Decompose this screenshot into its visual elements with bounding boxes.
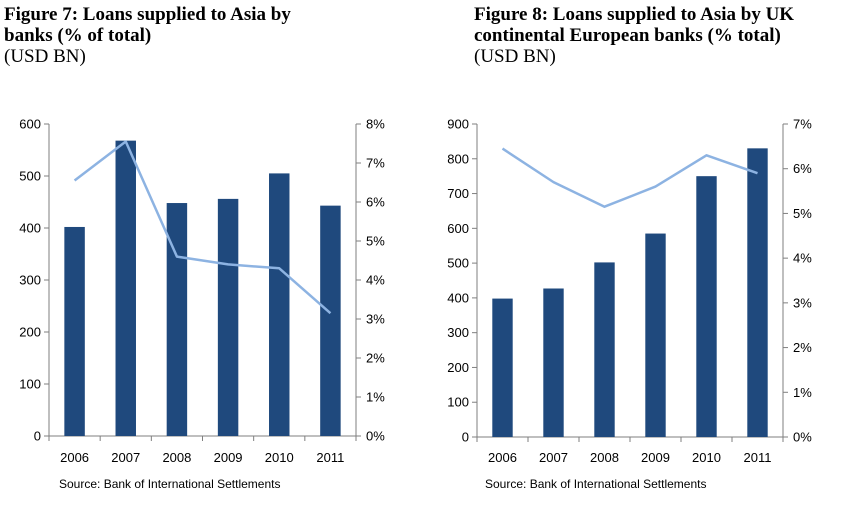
fig8-bar-2008: [594, 262, 615, 437]
fig7-left-tick-label: 0: [34, 429, 41, 444]
figure-7-chart: Source: Bank of International Settlement…: [19, 117, 385, 492]
fig8-left-tick-label: 300: [447, 325, 469, 340]
fig7-right-tick-label: 7%: [366, 156, 385, 171]
figure-8-title-line2: continental European banks (% total): [474, 25, 781, 46]
fig7-bar-2006: [64, 226, 85, 436]
fig7-x-label-2009: 2009: [214, 450, 243, 465]
fig8-right-tick-label: 1%: [793, 385, 812, 400]
fig8-x-label-2006: 2006: [488, 450, 517, 465]
fig7-right-tick-label: 8%: [366, 117, 385, 132]
figure-8-unit: (USD BN): [474, 46, 556, 67]
figure-8-title-line1: Figure 8: Loans supplied to Asia by UK: [474, 4, 795, 25]
fig8-bar-2007: [543, 288, 564, 437]
fig7-bar-2010: [269, 173, 290, 436]
fig7-right-tick-label: 6%: [366, 195, 385, 210]
fig8-bar-2010: [696, 176, 717, 437]
fig8-x-label-2011: 2011: [744, 450, 772, 465]
fig7-x-label-2008: 2008: [162, 450, 191, 465]
fig7-right-tick-label: 5%: [366, 234, 385, 249]
fig8-right-tick-label: 4%: [793, 251, 812, 266]
figure-8-chart: Source: Bank of International Settlement…: [447, 117, 812, 492]
fig8-x-label-2007: 2007: [539, 450, 568, 465]
fig8-bar-2006: [492, 298, 513, 437]
fig7-left-tick-label: 400: [19, 221, 41, 236]
fig7-bar-2009: [217, 198, 239, 436]
fig8-bar-2011: [747, 148, 768, 437]
fig7-right-tick-label: 3%: [366, 312, 385, 327]
fig7-right-tick-label: 2%: [366, 351, 385, 366]
fig7-x-label-2011: 2011: [316, 450, 344, 465]
fig8-x-label-2010: 2010: [692, 450, 721, 465]
fig7-left-tick-label: 300: [19, 273, 41, 288]
figure-7-title: Figure 7: Loans supplied to Asia by bank…: [4, 4, 384, 67]
fig8-left-tick-label: 500: [447, 256, 469, 271]
fig7-bar-2011: [320, 205, 341, 436]
fig8-right-tick-label: 6%: [793, 161, 812, 176]
fig7-right-tick-label: 0%: [366, 429, 385, 444]
fig8-right-tick-label: 0%: [793, 430, 812, 445]
fig7-left-tick-label: 200: [19, 325, 41, 340]
fig8-left-tick-label: 400: [447, 290, 469, 305]
fig8-right-tick-label: 7%: [793, 117, 812, 132]
fig8-left-tick-label: 900: [447, 117, 469, 132]
fig8-left-tick-label: 600: [447, 221, 469, 236]
fig8-share-line: [501, 147, 758, 208]
fig8-x-label-2008: 2008: [590, 450, 619, 465]
fig8-left-tick-label: 800: [447, 151, 469, 166]
fig8-right-tick-label: 3%: [793, 295, 812, 310]
fig8-bar-2009: [645, 233, 666, 437]
fig7-x-label-2007: 2007: [111, 450, 140, 465]
fig8-x-label-2009: 2009: [641, 450, 670, 465]
figure-8-source: Source: Bank of International Settlement…: [485, 477, 706, 491]
fig7-bar-2008: [166, 203, 188, 436]
fig7-x-label-2010: 2010: [265, 450, 294, 465]
fig8-left-tick-label: 100: [447, 395, 469, 410]
figure-7-title-line2: banks (% of total): [4, 25, 152, 46]
figure-7-title-line1: Figure 7: Loans supplied to Asia by: [4, 4, 291, 25]
fig7-left-tick-label: 500: [19, 169, 41, 184]
fig7-share-line: [73, 140, 332, 315]
fig7-left-tick-label: 100: [19, 377, 41, 392]
figure-8-title: Figure 8: Loans supplied to Asia by UK c…: [474, 4, 853, 67]
fig8-left-tick-label: 200: [447, 360, 469, 375]
fig7-right-tick-label: 4%: [366, 273, 385, 288]
fig7-bar-2007: [115, 140, 136, 436]
fig8-left-tick-label: 0: [462, 430, 469, 445]
figure-7-source: Source: Bank of International Settlement…: [59, 477, 280, 491]
fig8-left-tick-label: 700: [447, 186, 469, 201]
fig7-left-tick-label: 600: [19, 117, 41, 132]
fig7-right-tick-label: 1%: [366, 390, 385, 405]
fig8-right-tick-label: 2%: [793, 340, 812, 355]
figure-7-unit: (USD BN): [4, 46, 86, 67]
fig8-right-tick-label: 5%: [793, 206, 812, 221]
fig7-x-label-2006: 2006: [60, 450, 89, 465]
